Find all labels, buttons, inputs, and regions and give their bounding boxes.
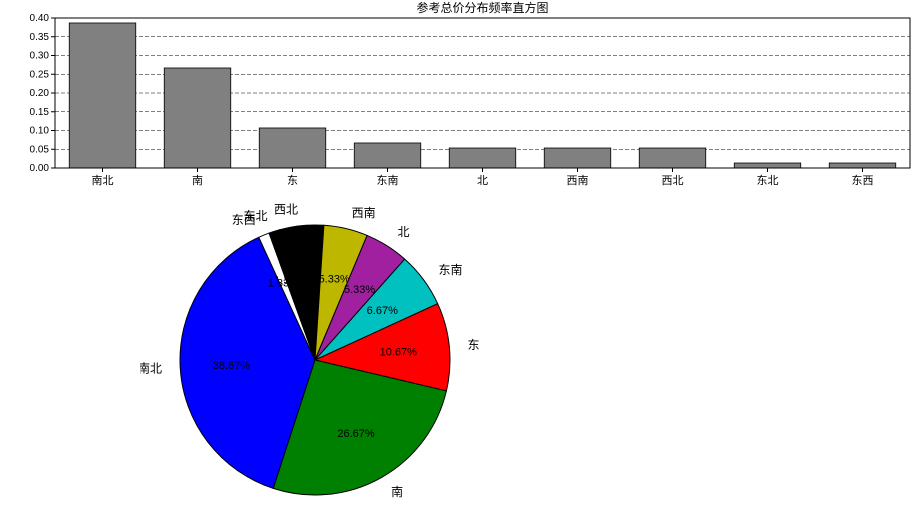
bar	[829, 163, 896, 168]
bar-ytick-label: 0.25	[30, 69, 50, 80]
pie-label: 西南	[352, 205, 376, 220]
bar-xtick-label: 东北	[757, 174, 779, 187]
bar-ytick-label: 0.00	[30, 163, 50, 174]
bar-xtick-label: 北	[477, 174, 488, 187]
bar-ytick-label: 0.35	[30, 32, 50, 43]
pie-percent: 5.33%	[344, 284, 375, 296]
bar	[69, 23, 136, 168]
pie-label: 北	[398, 225, 410, 239]
pie-percent: 6.67%	[367, 305, 398, 317]
bar-ytick-label: 0.15	[30, 107, 50, 118]
bar-xtick-label: 西南	[567, 174, 589, 187]
bar	[449, 148, 516, 168]
pie-label: 南	[391, 484, 403, 499]
bar-chart: 参考总价分布频率直方图 0.00 0.05 0.10 0.15 0.20 0.25 0.30 0…	[0, 0, 924, 200]
bar-xtick-label: 东南	[377, 174, 399, 187]
bar-xtick-label: 南	[192, 174, 203, 187]
bar-xtick-label: 东	[287, 174, 298, 187]
bar-ytick-label: 0.30	[30, 51, 50, 62]
figure-root: 参考总价分布频率直方图 0.00 0.05 0.10 0.15 0.20 0.25 0.30 0…	[0, 0, 924, 521]
pie-label: 西北	[274, 203, 298, 217]
bar	[259, 128, 326, 168]
bar-xtick-label: 南北	[92, 174, 114, 187]
pie-label: 东	[467, 338, 479, 352]
pie-chart: 38.67%南北1.33%东西1.33%东北西北5.33%西南5.33%北6.6…	[140, 200, 620, 521]
bar-ytick-label: 0.10	[30, 126, 50, 137]
pie-percent: 38.67%	[213, 360, 251, 372]
bar-ytick-label: 0.40	[30, 13, 50, 24]
bar-xtick-label: 东西	[852, 174, 874, 187]
bar	[354, 143, 421, 168]
bar	[639, 148, 706, 168]
pie-percent: 26.67%	[337, 428, 375, 440]
pie-label: 东北	[243, 209, 267, 223]
pie-label: 东南	[439, 262, 463, 277]
bar-xtick-label: 西北	[662, 174, 684, 187]
bar-ytick-label: 0.05	[30, 144, 50, 155]
pie-label: 南北	[140, 361, 162, 376]
pie-percent: 10.67%	[380, 347, 418, 359]
bar	[164, 68, 231, 168]
bar-ytick-label: 0.20	[30, 88, 50, 99]
bar	[544, 148, 611, 168]
bar	[734, 163, 801, 168]
bar-chart-title: 参考总价分布频率直方图	[416, 0, 548, 15]
